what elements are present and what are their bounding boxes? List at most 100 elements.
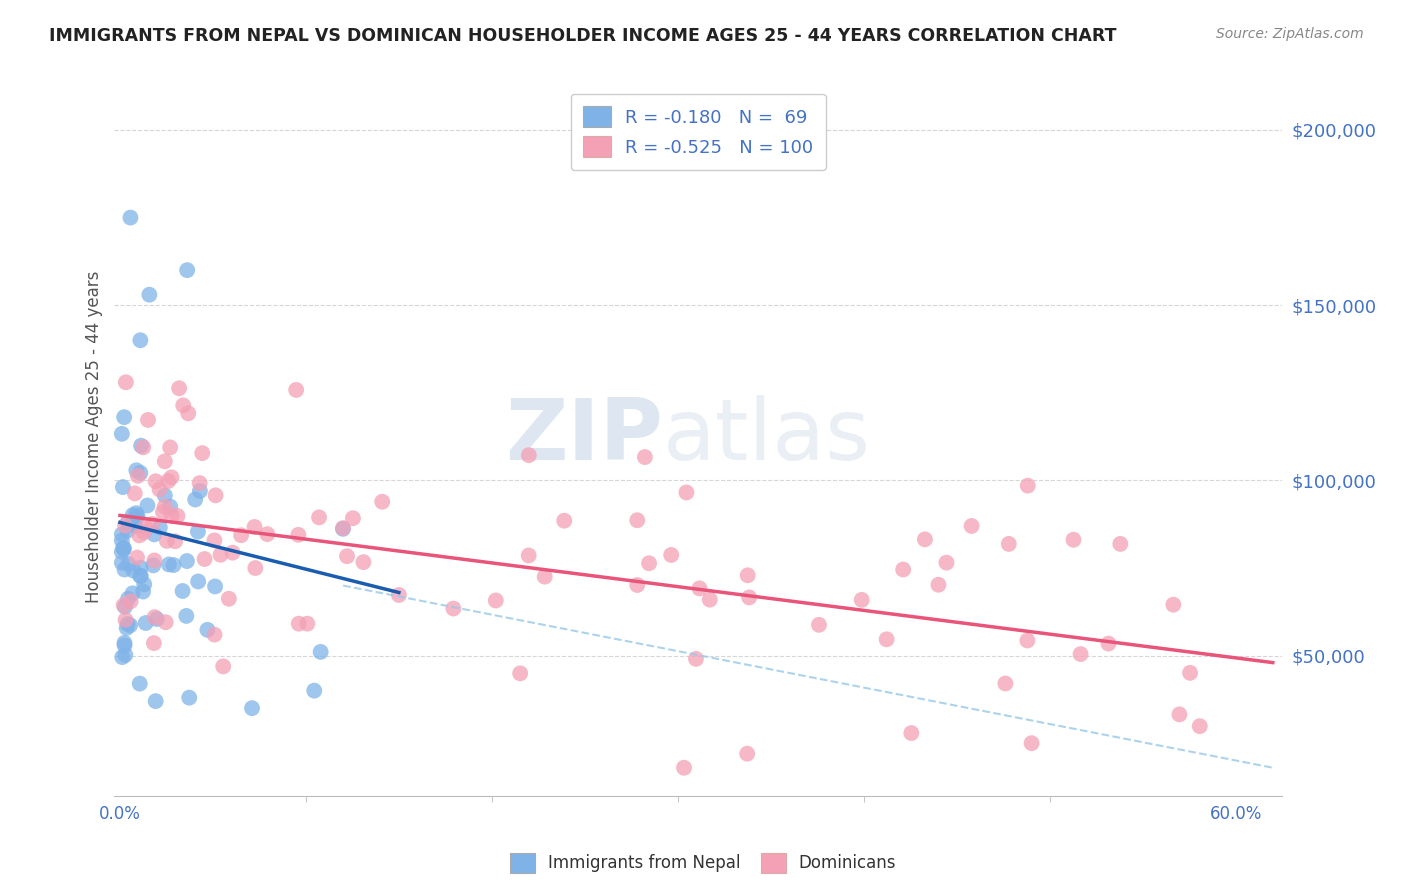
Point <box>221 546 243 560</box>
Point <box>204 627 226 641</box>
Point <box>807 617 830 632</box>
Point <box>134 520 156 534</box>
Point <box>129 560 152 574</box>
Point <box>1109 537 1132 551</box>
Point <box>115 621 138 635</box>
Point <box>176 263 198 277</box>
Point <box>517 448 540 462</box>
Point <box>132 525 155 540</box>
Y-axis label: Householder Income Ages 25 - 44 years: Householder Income Ages 25 - 44 years <box>86 270 103 603</box>
Point <box>172 584 194 599</box>
Point <box>900 726 922 740</box>
Point <box>240 701 263 715</box>
Point <box>111 533 134 548</box>
Point <box>145 694 167 708</box>
Point <box>336 549 359 564</box>
Point <box>285 383 308 397</box>
Point <box>737 568 759 582</box>
Point <box>127 468 149 483</box>
Point <box>134 577 156 591</box>
Point <box>111 556 134 570</box>
Point <box>120 211 142 225</box>
Point <box>960 519 983 533</box>
Point <box>245 561 267 575</box>
Point <box>204 579 226 593</box>
Point <box>371 494 394 508</box>
Point <box>115 376 138 390</box>
Point <box>111 480 134 494</box>
Point <box>1063 533 1085 547</box>
Point <box>188 476 211 491</box>
Point <box>143 527 166 541</box>
Text: atlas: atlas <box>664 395 872 478</box>
Point <box>124 519 146 533</box>
Point <box>112 541 135 556</box>
Point <box>994 676 1017 690</box>
Point <box>177 406 200 420</box>
Point <box>685 652 707 666</box>
Point <box>157 558 180 572</box>
Point <box>441 601 464 615</box>
Point <box>891 562 914 576</box>
Point <box>129 439 152 453</box>
Point <box>256 527 278 541</box>
Legend: R = -0.180   N =  69, R = -0.525   N = 100: R = -0.180 N = 69, R = -0.525 N = 100 <box>571 94 825 169</box>
Point <box>165 534 187 549</box>
Point <box>309 645 332 659</box>
Point <box>114 562 136 576</box>
Point <box>156 533 179 548</box>
Point <box>117 557 139 571</box>
Point <box>121 508 143 523</box>
Point <box>153 500 176 514</box>
Point <box>120 594 142 608</box>
Point <box>699 592 721 607</box>
Point <box>735 747 758 761</box>
Point <box>218 591 240 606</box>
Legend: Immigrants from Nepal, Dominicans: Immigrants from Nepal, Dominicans <box>503 847 903 880</box>
Point <box>287 616 309 631</box>
Point <box>553 514 575 528</box>
Point <box>188 483 211 498</box>
Point <box>112 541 135 555</box>
Point <box>117 515 139 529</box>
Point <box>155 615 177 630</box>
Point <box>1163 598 1185 612</box>
Point <box>159 441 181 455</box>
Point <box>128 528 150 542</box>
Point <box>120 618 142 632</box>
Point <box>124 486 146 500</box>
Point <box>114 518 136 533</box>
Point <box>112 598 135 612</box>
Point <box>388 588 411 602</box>
Point <box>675 485 697 500</box>
Point <box>243 520 266 534</box>
Point <box>143 610 166 624</box>
Point <box>114 638 136 652</box>
Point <box>172 398 194 412</box>
Point <box>114 599 136 614</box>
Point <box>914 533 936 547</box>
Point <box>533 569 555 583</box>
Text: Source: ZipAtlas.com: Source: ZipAtlas.com <box>1216 27 1364 41</box>
Point <box>342 511 364 525</box>
Point <box>129 333 152 347</box>
Point <box>136 499 159 513</box>
Point <box>332 521 354 535</box>
Point <box>332 522 354 536</box>
Point <box>167 381 190 395</box>
Point <box>1188 719 1211 733</box>
Point <box>191 446 214 460</box>
Point <box>157 474 180 488</box>
Point <box>117 616 139 631</box>
Point <box>152 505 174 519</box>
Point <box>142 636 165 650</box>
Point <box>659 548 682 562</box>
Point <box>935 556 957 570</box>
Point <box>138 287 160 301</box>
Point <box>1168 707 1191 722</box>
Point <box>129 568 152 582</box>
Point <box>187 574 209 589</box>
Point <box>132 584 155 599</box>
Point <box>197 623 219 637</box>
Point <box>204 488 226 502</box>
